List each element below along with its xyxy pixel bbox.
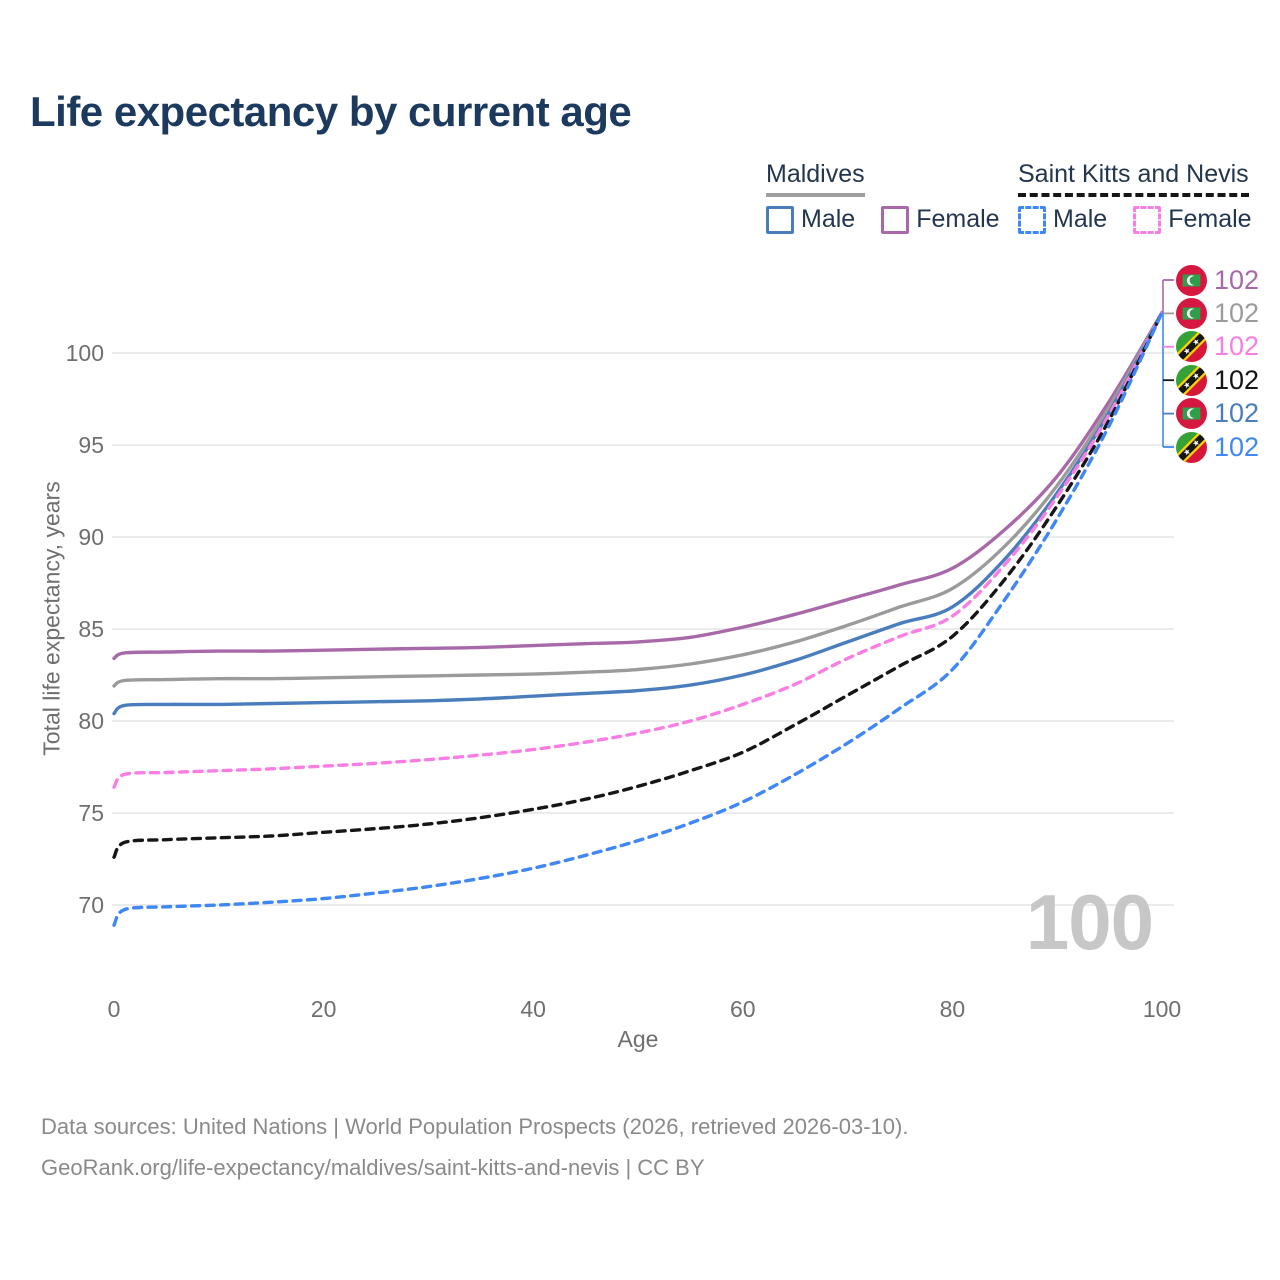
legend-item-label: Male xyxy=(1053,205,1108,233)
checkbox-icon[interactable] xyxy=(1018,205,1046,234)
legend-item-label: Female xyxy=(1168,205,1252,233)
end-label-row: 102 xyxy=(1176,297,1259,329)
y-tick-label: 95 xyxy=(78,432,104,458)
legend-header-maldives: Maldives xyxy=(766,160,865,197)
end-value: 102 xyxy=(1214,364,1260,395)
legend-item-label: Male xyxy=(801,205,856,233)
series-line xyxy=(112,310,1164,789)
end-label-row: 102 xyxy=(1176,364,1259,396)
maldives-flag-icon xyxy=(1176,264,1207,296)
saint-kitts-nevis-flag-icon xyxy=(1176,431,1207,463)
footer-data-sources: Data sources: United Nations | World Pop… xyxy=(41,1114,909,1139)
end-value: 102 xyxy=(1214,297,1260,328)
end-value: 102 xyxy=(1214,331,1260,362)
saint-kitts-nevis-flag-icon xyxy=(1176,331,1207,363)
checkbox-icon[interactable] xyxy=(881,205,910,234)
end-label-row: 102 xyxy=(1176,264,1259,296)
series-line xyxy=(112,310,1164,688)
x-tick-label: 40 xyxy=(520,996,546,1022)
x-tick-label: 0 xyxy=(107,996,121,1022)
end-value: 102 xyxy=(1214,264,1260,295)
legend-group-saint-kitts-and-nevis: Saint Kitts and Nevis Male Female xyxy=(1018,160,1278,234)
legend-item-skn-male[interactable]: Male xyxy=(1018,205,1107,234)
end-label-row: 102 xyxy=(1176,398,1259,430)
footer: Data sources: United Nations | World Pop… xyxy=(41,1106,908,1188)
y-tick-label: 85 xyxy=(78,616,104,642)
y-tick-label: 100 xyxy=(65,340,104,366)
end-label-row: 102 xyxy=(1176,331,1259,363)
maldives-flag-icon xyxy=(1176,297,1207,329)
y-axis-title: Total life expectancy, years xyxy=(38,481,65,756)
checkbox-icon[interactable] xyxy=(1133,205,1162,234)
y-tick-label: 75 xyxy=(78,800,104,826)
y-tick-label: 90 xyxy=(78,524,104,550)
x-tick-label: 20 xyxy=(310,996,337,1022)
x-axis-title: Age xyxy=(617,1026,659,1052)
footer-attribution: GeoRank.org/life-expectancy/maldives/sai… xyxy=(41,1155,705,1180)
end-value: 102 xyxy=(1214,398,1260,429)
legend-item-label: Female xyxy=(916,205,1000,233)
legend-item-skn-female[interactable]: Female xyxy=(1133,205,1252,234)
x-tick-label: 80 xyxy=(939,996,966,1022)
x-tick-label: 100 xyxy=(1142,996,1182,1022)
legend-item-maldives-male[interactable]: Male xyxy=(766,205,855,234)
legend-group-maldives: Maldives Male Female xyxy=(766,160,1026,234)
legend-header-saint-kitts-and-nevis: Saint Kitts and Nevis xyxy=(1018,160,1249,197)
y-tick-label: 80 xyxy=(78,708,104,734)
series-line xyxy=(112,310,1164,927)
series-line xyxy=(112,310,1164,661)
series-line xyxy=(112,310,1164,859)
legend-item-maldives-female[interactable]: Female xyxy=(881,205,1000,234)
checkbox-icon[interactable] xyxy=(766,205,794,234)
page-title: Life expectancy by current age xyxy=(30,88,632,135)
end-value: 102 xyxy=(1214,431,1260,462)
x-tick-label: 60 xyxy=(730,996,756,1022)
saint-kitts-nevis-flag-icon xyxy=(1176,364,1207,396)
end-label-row: 102 xyxy=(1176,431,1259,463)
maldives-flag-icon xyxy=(1176,398,1207,430)
y-tick-label: 70 xyxy=(78,892,104,918)
series-line xyxy=(112,310,1164,716)
age-watermark: 100 xyxy=(1025,878,1154,966)
